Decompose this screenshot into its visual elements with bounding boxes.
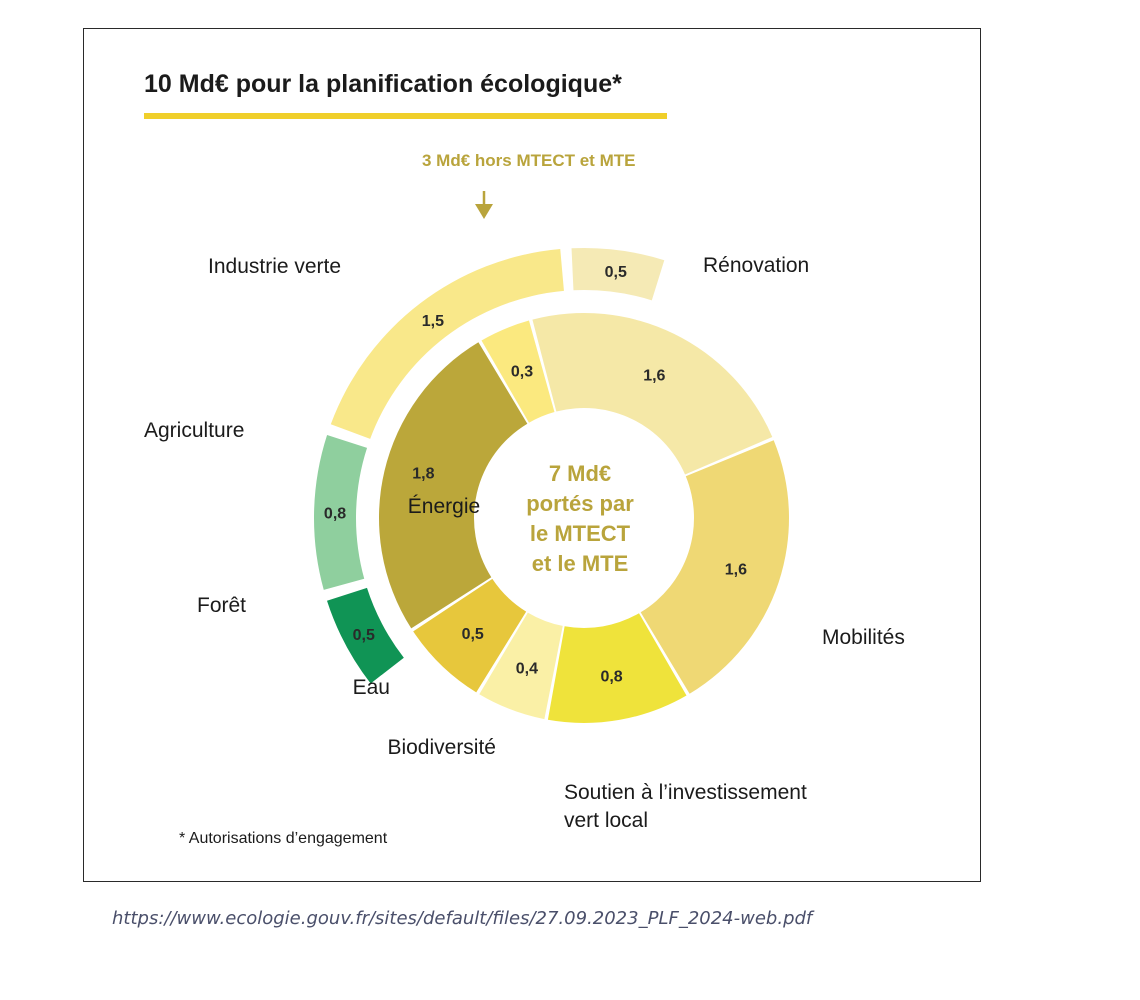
outer-ring	[314, 248, 665, 684]
inner-segment-biodiversite	[479, 612, 563, 720]
chart-canvas: 10 Md€ pour la planification écologique*…	[144, 70, 905, 847]
value-label-outer-industrie-verte: 1,5	[422, 313, 444, 330]
value-label-inner-eau: 0,5	[462, 626, 484, 643]
category-label-agriculture: Agriculture	[144, 419, 244, 442]
center-label-line-1: 7 Md€	[549, 461, 611, 486]
category-label-industrie-verte: Industrie verte	[208, 255, 341, 278]
inner-segment-unlabeled	[481, 320, 555, 423]
category-label-eau: Eau	[353, 676, 390, 699]
inner-segment-mobilites	[640, 440, 789, 694]
center-label-line-3: le MTECT	[530, 521, 631, 546]
center-label-line-4: et le MTE	[532, 551, 629, 576]
value-label-outer-unlabeled: 0,5	[605, 264, 627, 281]
value-label-inner-renovation: 1,6	[643, 367, 665, 384]
value-label-outer-agriculture: 0,8	[324, 506, 346, 523]
inner-ring	[379, 313, 789, 723]
chart-frame: 10 Md€ pour la planification écologique*…	[83, 28, 981, 882]
category-label-energie: Énergie	[408, 495, 480, 518]
value-label-inner-mobilites: 1,6	[725, 561, 747, 578]
annotation-arrow-icon	[475, 191, 493, 219]
inner-segment-energie	[379, 342, 528, 629]
source-url: https://www.ecologie.gouv.fr/sites/defau…	[112, 908, 813, 929]
category-label-soutien-a-l-investissement-vert-local-line2: vert local	[564, 809, 648, 832]
value-label-inner-soutien-a-l-investissement-vert-local: 0,8	[600, 669, 622, 686]
category-label-biodiversite: Biodiversité	[387, 736, 496, 759]
category-label-soutien-a-l-investissement-vert-local: Soutien à l’investissement	[564, 781, 807, 804]
outer-segment-agriculture	[314, 434, 368, 590]
center-label-line-2: portés par	[526, 491, 634, 516]
value-label-inner-biodiversite: 0,4	[516, 660, 538, 677]
value-label-outer-foret: 0,5	[353, 627, 375, 644]
center-label: 7 Md€ portés par le MTECT et le MTE	[526, 461, 634, 576]
outer-segment-industrie-verte	[330, 249, 564, 439]
outer-annotation: 3 Md€ hors MTECT et MTE	[422, 151, 635, 170]
category-label-foret: Forêt	[197, 594, 246, 617]
labels-layer: 0,3 1,6 Rénovation 1,6 Mobilités 0,8 Soutien à…	[144, 254, 905, 832]
category-label-mobilites: Mobilités	[822, 626, 905, 649]
outer-segment-unlabeled	[571, 248, 665, 301]
value-label-inner-energie: 1,8	[412, 465, 434, 482]
inner-segment-renovation	[532, 313, 773, 475]
chart-title: 10 Md€ pour la planification écologique*	[144, 70, 622, 98]
inner-segment-soutien-a-l-investissement-vert-local	[547, 613, 687, 723]
outer-segment-foret	[326, 587, 404, 684]
title-underline	[144, 113, 667, 119]
category-label-renovation: Rénovation	[703, 254, 809, 277]
footnote: * Autorisations d’engagement	[179, 830, 388, 847]
value-label-inner-unlabeled: 0,3	[511, 363, 533, 380]
inner-segment-eau	[413, 578, 527, 693]
